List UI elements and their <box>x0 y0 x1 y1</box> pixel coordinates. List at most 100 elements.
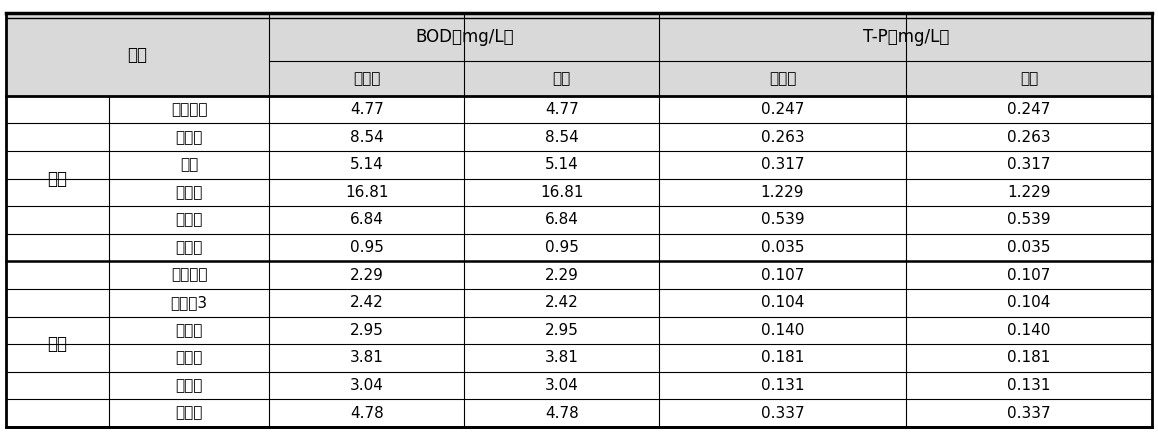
Text: 용암천: 용암천 <box>176 130 203 145</box>
Bar <box>109 261 270 289</box>
Text: 김제: 김제 <box>181 158 198 172</box>
Text: 동진: 동진 <box>47 335 67 353</box>
Text: 무대책: 무대책 <box>353 71 381 86</box>
Bar <box>659 61 906 96</box>
Bar <box>270 372 464 399</box>
Text: 4.78: 4.78 <box>545 406 579 421</box>
Text: 6.84: 6.84 <box>545 213 579 227</box>
Bar <box>659 179 906 206</box>
Bar <box>270 399 464 427</box>
Bar <box>270 13 659 61</box>
Bar <box>270 179 464 206</box>
Text: T-P（mg/L）: T-P（mg/L） <box>863 28 948 46</box>
Text: 3.04: 3.04 <box>350 378 383 393</box>
Bar <box>270 124 464 151</box>
Bar <box>906 372 1152 399</box>
Bar <box>6 13 270 96</box>
Bar <box>109 96 270 124</box>
Text: 2.29: 2.29 <box>545 268 579 282</box>
Text: 만경대교: 만경대교 <box>171 102 207 117</box>
Text: 동진강3: 동진강3 <box>170 295 207 310</box>
Text: 0.263: 0.263 <box>761 130 805 145</box>
Text: 0.247: 0.247 <box>761 102 804 117</box>
Bar <box>906 316 1152 344</box>
Bar <box>659 399 906 427</box>
Text: 정읍천: 정읍천 <box>176 323 203 338</box>
Bar <box>464 234 659 261</box>
Bar <box>906 96 1152 124</box>
Text: 8.54: 8.54 <box>545 130 579 145</box>
Bar <box>270 151 464 179</box>
Bar <box>906 179 1152 206</box>
Text: 0.263: 0.263 <box>1007 130 1050 145</box>
Bar <box>270 61 464 96</box>
Bar <box>464 316 659 344</box>
Text: 1.229: 1.229 <box>1007 185 1050 200</box>
Bar <box>464 179 659 206</box>
Bar <box>109 179 270 206</box>
Bar <box>464 261 659 289</box>
Text: 16.81: 16.81 <box>345 185 389 200</box>
Bar <box>270 261 464 289</box>
Text: 0.035: 0.035 <box>761 240 805 255</box>
Bar <box>906 206 1152 234</box>
Bar <box>270 96 464 124</box>
Bar <box>270 234 464 261</box>
Bar <box>109 316 270 344</box>
Text: 2.95: 2.95 <box>350 323 383 338</box>
Text: BOD（mg/L）: BOD（mg/L） <box>415 28 514 46</box>
Bar <box>464 289 659 316</box>
Bar <box>270 344 464 372</box>
Bar <box>6 261 109 427</box>
Text: 0.181: 0.181 <box>761 350 804 365</box>
Text: 0.317: 0.317 <box>761 158 805 172</box>
Bar <box>906 289 1152 316</box>
Text: 2.95: 2.95 <box>545 323 579 338</box>
Bar <box>109 206 270 234</box>
Text: 0.140: 0.140 <box>1007 323 1050 338</box>
Text: 0.95: 0.95 <box>350 240 383 255</box>
Bar <box>906 151 1152 179</box>
Text: 0.140: 0.140 <box>761 323 804 338</box>
Text: 고부천: 고부천 <box>176 350 203 365</box>
Text: 3.04: 3.04 <box>545 378 579 393</box>
Text: 대책: 대책 <box>1020 71 1038 86</box>
Bar <box>464 344 659 372</box>
Text: 동진대교: 동진대교 <box>171 268 207 282</box>
Text: 3.81: 3.81 <box>545 350 579 365</box>
Text: 무대책: 무대책 <box>769 71 797 86</box>
Bar <box>659 372 906 399</box>
Text: 4.77: 4.77 <box>350 102 383 117</box>
Bar <box>109 399 270 427</box>
Text: 0.247: 0.247 <box>1007 102 1050 117</box>
Bar <box>659 316 906 344</box>
Bar <box>906 399 1152 427</box>
Text: 대책: 대책 <box>552 71 571 86</box>
Bar <box>659 261 906 289</box>
Bar <box>906 61 1152 96</box>
Text: 0.539: 0.539 <box>761 213 805 227</box>
Text: 4.78: 4.78 <box>350 406 383 421</box>
Text: 소양천: 소양천 <box>176 240 203 255</box>
Text: 2.29: 2.29 <box>350 268 383 282</box>
Text: 0.337: 0.337 <box>1007 406 1050 421</box>
Text: 0.131: 0.131 <box>1007 378 1050 393</box>
Bar <box>270 206 464 234</box>
Bar <box>464 206 659 234</box>
Text: 6.84: 6.84 <box>350 213 383 227</box>
Bar <box>109 344 270 372</box>
Bar <box>464 151 659 179</box>
Bar <box>659 206 906 234</box>
Bar <box>906 234 1152 261</box>
Bar <box>906 261 1152 289</box>
Text: 익산천: 익산천 <box>176 185 203 200</box>
Bar <box>464 399 659 427</box>
Text: 신평천: 신평천 <box>176 406 203 421</box>
Bar <box>464 61 659 96</box>
Bar <box>906 344 1152 372</box>
Text: 0.181: 0.181 <box>1007 350 1050 365</box>
Text: 2.42: 2.42 <box>545 295 579 310</box>
Bar <box>659 124 906 151</box>
Bar <box>659 289 906 316</box>
Text: 만경: 만경 <box>47 170 67 187</box>
